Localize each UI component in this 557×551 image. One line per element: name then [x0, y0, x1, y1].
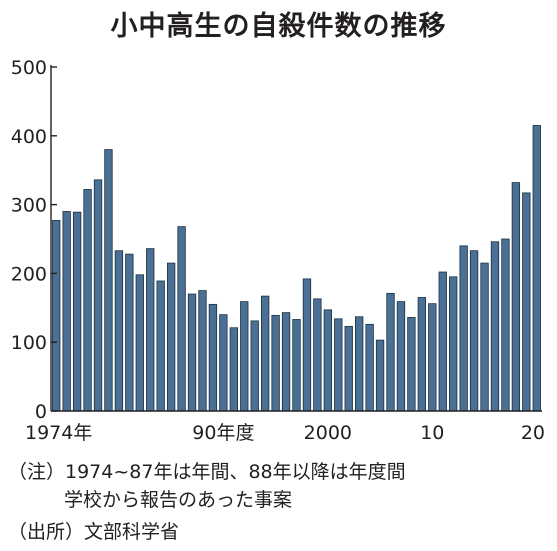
bar-1977 — [83, 189, 92, 412]
bar-2009 — [417, 297, 427, 412]
bar-1981 — [125, 253, 134, 412]
bar-1982 — [135, 274, 144, 412]
bar-2019 — [522, 192, 531, 412]
source-note: （出所）文部科学省 — [8, 521, 180, 543]
bar-2005 — [375, 339, 385, 412]
bar-2006 — [386, 292, 395, 412]
bar-2012 — [449, 276, 458, 412]
bar-1987 — [187, 293, 197, 412]
x-tick-label: 2000 — [304, 422, 352, 444]
chart-title: 小中高生の自殺件数の推移 — [110, 11, 447, 42]
bar-1989 — [208, 303, 218, 412]
note-line-2: 学校から報告のあった事案 — [64, 489, 293, 511]
bar-2013 — [459, 245, 468, 412]
bar-1983 — [146, 248, 155, 412]
bar-2018 — [511, 182, 521, 412]
y-tick-label: 200 — [11, 263, 47, 285]
bar-1980 — [114, 250, 124, 412]
bars-layer — [52, 125, 541, 412]
bar-1995 — [271, 314, 280, 412]
bar-1991 — [229, 327, 238, 412]
note-line-1: （注）1974~87年は年間、88年以降は年度間 — [8, 461, 406, 483]
bar-2016 — [490, 241, 500, 412]
bar-1992 — [240, 301, 249, 412]
bar-2015 — [480, 262, 489, 412]
bar-1985 — [166, 262, 176, 412]
y-tick-label: 400 — [11, 126, 47, 148]
x-tick-label: 1974年 — [25, 422, 92, 444]
bar-1984 — [156, 280, 165, 412]
x-tick-label: 90年度 — [192, 422, 254, 444]
labels-layer: 0 100 200 300 400 500 1974年 90年度 2000 10 20 — [11, 57, 545, 444]
bar-1976 — [72, 211, 82, 412]
bar-1978 — [93, 179, 103, 412]
bar-2011 — [438, 271, 447, 412]
x-tick-label: 10 — [420, 422, 444, 444]
y-tick-label: 500 — [11, 57, 47, 79]
bar-1994 — [260, 295, 270, 412]
x-tick-label: 20 — [521, 422, 545, 444]
bar-2017 — [501, 238, 510, 412]
axes-layer — [50, 65, 542, 412]
bar-2004 — [365, 323, 374, 412]
bar-2007 — [396, 301, 406, 412]
y-tick-label: 100 — [11, 332, 47, 354]
bar-1996 — [281, 312, 291, 412]
bar-2008 — [407, 317, 416, 412]
bar-1999 — [313, 298, 322, 412]
bar-1974 — [52, 220, 61, 412]
y-tick-label: 300 — [11, 195, 47, 217]
bar-2020 — [532, 125, 541, 412]
bar-1986 — [177, 226, 186, 412]
bar-2002 — [344, 325, 353, 412]
y-tick-label: 0 — [35, 401, 47, 423]
bar-2000 — [323, 309, 332, 412]
bar-1998 — [302, 278, 312, 412]
bar-1988 — [198, 290, 207, 412]
bar-2003 — [355, 316, 364, 412]
bar-2014 — [469, 250, 479, 412]
bar-1993 — [250, 320, 259, 412]
bar-2010 — [428, 303, 437, 412]
bar-1990 — [219, 314, 228, 412]
bar-1997 — [292, 319, 301, 412]
bar-1979 — [104, 149, 113, 412]
bar-2001 — [334, 318, 343, 412]
bar-1975 — [62, 211, 71, 412]
